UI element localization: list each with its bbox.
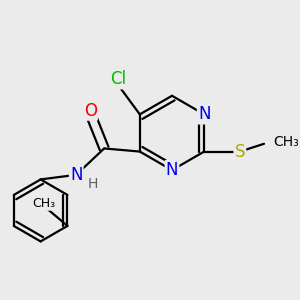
Text: N: N — [166, 161, 178, 179]
Text: N: N — [70, 166, 83, 184]
Text: Cl: Cl — [110, 70, 126, 88]
Text: N: N — [198, 105, 211, 123]
Text: H: H — [88, 177, 98, 191]
Text: CH₃: CH₃ — [32, 197, 55, 210]
Text: CH₃: CH₃ — [273, 135, 299, 149]
Text: O: O — [84, 102, 97, 120]
Text: S: S — [235, 142, 245, 160]
